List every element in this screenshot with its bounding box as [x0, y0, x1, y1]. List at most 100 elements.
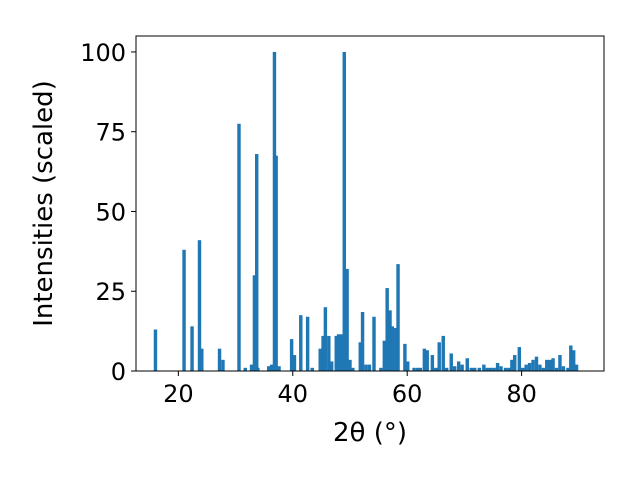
bar	[452, 366, 457, 371]
bar	[460, 364, 464, 371]
x-axis-ticks: 20 40 60 80	[163, 371, 537, 408]
bar	[269, 364, 274, 371]
bar	[415, 367, 420, 371]
bar	[406, 361, 410, 371]
bar	[548, 359, 552, 371]
bar	[197, 240, 202, 371]
bar	[545, 359, 549, 371]
bar	[217, 348, 222, 371]
x-axis-label: 2θ (°)	[333, 418, 407, 448]
bar	[503, 367, 508, 371]
bar	[492, 367, 496, 371]
bar	[372, 316, 376, 371]
bar	[469, 367, 473, 371]
bar	[277, 366, 281, 371]
bar	[385, 288, 389, 371]
bar	[358, 342, 362, 371]
bars	[153, 51, 579, 372]
bar	[534, 356, 539, 371]
bar	[345, 268, 349, 371]
bar	[527, 363, 532, 371]
bar	[495, 363, 500, 371]
bar	[329, 361, 334, 371]
bar	[513, 355, 517, 371]
bar	[571, 350, 576, 371]
bar	[472, 367, 477, 371]
y-tick-label: 25	[95, 278, 126, 306]
bar	[482, 364, 486, 371]
bar	[318, 348, 322, 371]
bar	[323, 307, 328, 371]
bar	[342, 51, 346, 371]
x-tick-label: 40	[277, 380, 308, 408]
bar	[507, 367, 511, 371]
bar	[517, 347, 522, 371]
bar	[351, 367, 355, 371]
bar	[403, 343, 407, 371]
bar	[561, 366, 566, 371]
bar	[554, 367, 559, 371]
bar	[364, 364, 368, 371]
bar	[310, 367, 314, 371]
bar	[396, 264, 400, 371]
bar	[237, 123, 241, 372]
bar	[252, 275, 257, 371]
bar	[243, 367, 247, 371]
bar	[524, 364, 528, 371]
bar	[465, 358, 469, 371]
bar	[292, 355, 297, 371]
bar	[456, 361, 461, 371]
bar	[510, 359, 514, 371]
bar	[538, 364, 542, 371]
bar	[425, 350, 429, 371]
bar	[190, 326, 194, 371]
bar	[249, 364, 254, 371]
bar	[569, 345, 573, 371]
bar	[541, 367, 546, 371]
bar	[477, 367, 481, 371]
bar	[566, 367, 570, 371]
bar	[153, 329, 158, 371]
bar	[441, 335, 445, 371]
y-tick-label: 100	[80, 39, 126, 67]
bar	[339, 334, 344, 371]
bar	[449, 353, 453, 371]
y-tick-label: 50	[95, 198, 126, 226]
x-tick-label: 80	[506, 380, 537, 408]
y-axis-label: Intensities (scaled)	[29, 80, 59, 327]
x-tick-label: 60	[392, 380, 423, 408]
bar	[256, 367, 260, 371]
bar	[367, 364, 372, 371]
bar	[437, 342, 441, 371]
bar	[379, 367, 383, 371]
bar	[394, 327, 398, 371]
bar	[336, 334, 341, 371]
y-axis-ticks: 0 25 50 75 100	[80, 39, 136, 386]
plot-frame	[135, 35, 605, 372]
bar	[531, 359, 535, 371]
bar	[327, 335, 331, 371]
bar	[360, 311, 365, 371]
bar	[221, 359, 225, 371]
bar	[499, 366, 503, 371]
bar	[200, 348, 204, 371]
bar	[430, 355, 435, 371]
x-tick-label: 20	[163, 380, 194, 408]
bar	[412, 367, 416, 371]
bar	[305, 316, 310, 371]
bar	[382, 340, 387, 371]
bar	[434, 367, 438, 371]
bar	[299, 315, 303, 371]
bar	[348, 359, 352, 371]
bar	[255, 154, 259, 371]
bar	[485, 367, 489, 371]
bar	[444, 367, 449, 371]
bar	[334, 335, 338, 371]
bar	[574, 364, 579, 371]
y-tick-label: 75	[95, 119, 126, 147]
bar	[418, 367, 423, 371]
y-tick-label: 0	[111, 358, 126, 386]
bar	[289, 339, 294, 371]
bar	[422, 348, 427, 371]
